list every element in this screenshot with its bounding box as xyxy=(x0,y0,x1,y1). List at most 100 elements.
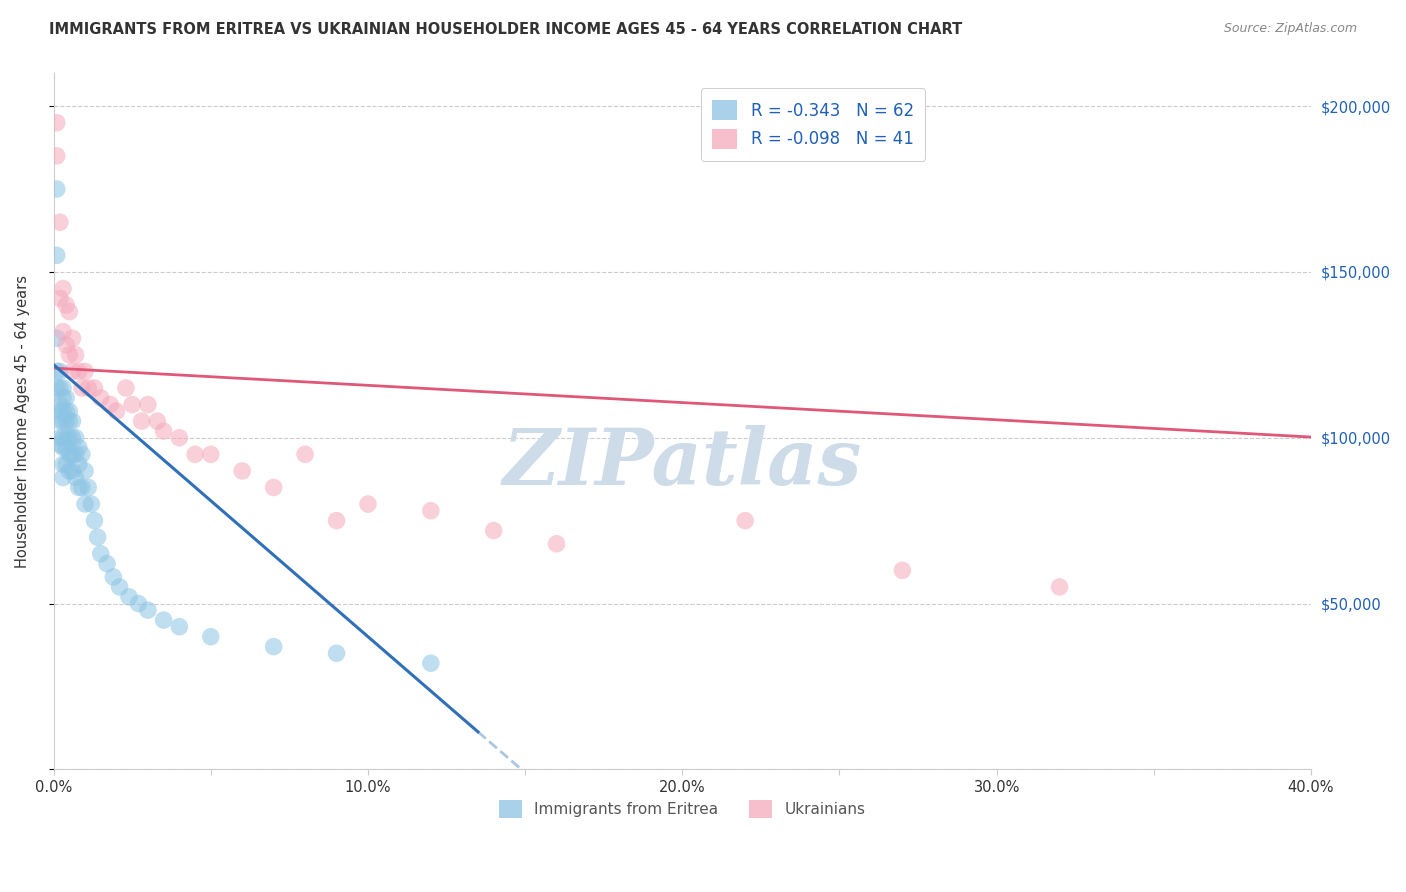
Point xyxy=(65,431,87,445)
Point xyxy=(200,630,222,644)
Point xyxy=(67,364,90,378)
Point xyxy=(546,537,568,551)
Point xyxy=(146,414,169,428)
Point xyxy=(83,514,105,528)
Point xyxy=(86,530,108,544)
Point xyxy=(62,447,84,461)
Point xyxy=(98,398,121,412)
Point xyxy=(45,149,67,163)
Point xyxy=(325,646,347,660)
Point xyxy=(55,404,77,418)
Point xyxy=(90,391,112,405)
Point xyxy=(263,480,285,494)
Point xyxy=(58,304,80,318)
Point xyxy=(152,613,174,627)
Point xyxy=(62,331,84,345)
Point xyxy=(77,381,100,395)
Point xyxy=(419,656,441,670)
Point xyxy=(55,338,77,352)
Point xyxy=(482,524,505,538)
Point xyxy=(45,182,67,196)
Point xyxy=(49,414,72,428)
Point xyxy=(49,431,72,445)
Point xyxy=(73,364,96,378)
Point xyxy=(108,580,131,594)
Point xyxy=(65,348,87,362)
Point xyxy=(105,404,128,418)
Point xyxy=(62,464,84,478)
Point xyxy=(73,464,96,478)
Point xyxy=(52,391,75,405)
Point xyxy=(103,570,125,584)
Point xyxy=(200,447,222,461)
Point xyxy=(169,620,191,634)
Point xyxy=(58,431,80,445)
Point xyxy=(231,464,253,478)
Point xyxy=(70,381,93,395)
Text: IMMIGRANTS FROM ERITREA VS UKRAINIAN HOUSEHOLDER INCOME AGES 45 - 64 YEARS CORRE: IMMIGRANTS FROM ERITREA VS UKRAINIAN HOU… xyxy=(49,22,963,37)
Point xyxy=(891,563,914,577)
Point xyxy=(49,381,72,395)
Text: Source: ZipAtlas.com: Source: ZipAtlas.com xyxy=(1223,22,1357,36)
Text: ZIPatlas: ZIPatlas xyxy=(502,425,862,501)
Y-axis label: Householder Income Ages 45 - 64 years: Householder Income Ages 45 - 64 years xyxy=(15,275,30,567)
Point xyxy=(325,514,347,528)
Point xyxy=(52,457,75,471)
Point xyxy=(52,431,75,445)
Point xyxy=(80,497,103,511)
Point xyxy=(49,364,72,378)
Point xyxy=(52,325,75,339)
Point xyxy=(58,348,80,362)
Point xyxy=(62,431,84,445)
Point xyxy=(169,431,191,445)
Point xyxy=(65,470,87,484)
Point xyxy=(77,480,100,494)
Point xyxy=(45,331,67,345)
Point xyxy=(52,281,75,295)
Point xyxy=(45,248,67,262)
Point xyxy=(136,603,159,617)
Point xyxy=(58,414,80,428)
Point xyxy=(136,398,159,412)
Point xyxy=(90,547,112,561)
Point xyxy=(55,414,77,428)
Point xyxy=(49,398,72,412)
Point xyxy=(734,514,756,528)
Point xyxy=(45,364,67,378)
Point xyxy=(184,447,207,461)
Point xyxy=(52,381,75,395)
Point xyxy=(58,404,80,418)
Legend: Immigrants from Eritrea, Ukrainians: Immigrants from Eritrea, Ukrainians xyxy=(494,794,872,824)
Point xyxy=(263,640,285,654)
Point xyxy=(45,381,67,395)
Point xyxy=(49,215,72,229)
Point xyxy=(127,597,149,611)
Point xyxy=(55,441,77,455)
Point xyxy=(55,298,77,312)
Point xyxy=(55,391,77,405)
Point xyxy=(73,497,96,511)
Point xyxy=(294,447,316,461)
Point xyxy=(62,364,84,378)
Point xyxy=(49,404,72,418)
Point xyxy=(357,497,380,511)
Point xyxy=(52,470,75,484)
Point xyxy=(58,447,80,461)
Point xyxy=(83,381,105,395)
Point xyxy=(49,437,72,451)
Point xyxy=(55,431,77,445)
Point xyxy=(131,414,153,428)
Point xyxy=(65,447,87,461)
Point xyxy=(70,480,93,494)
Point xyxy=(58,464,80,478)
Point xyxy=(62,414,84,428)
Point xyxy=(67,441,90,455)
Point xyxy=(55,457,77,471)
Point xyxy=(70,447,93,461)
Point xyxy=(115,381,138,395)
Point xyxy=(49,292,72,306)
Point xyxy=(67,457,90,471)
Point xyxy=(152,424,174,438)
Point xyxy=(52,404,75,418)
Point xyxy=(96,557,118,571)
